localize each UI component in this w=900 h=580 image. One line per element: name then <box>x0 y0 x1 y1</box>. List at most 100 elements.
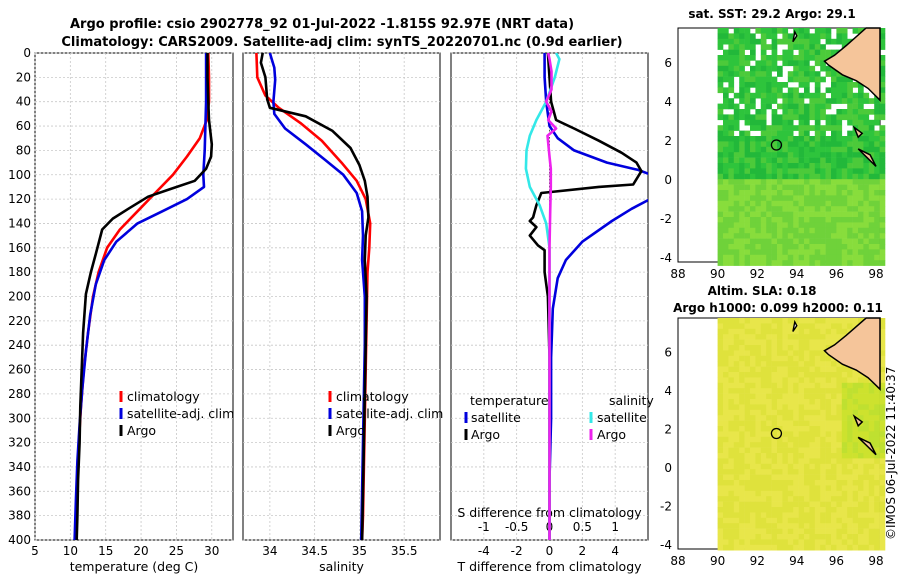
data-cell <box>852 173 859 180</box>
data-cell <box>771 65 778 72</box>
data-cell <box>798 442 805 448</box>
data-cell <box>874 463 880 470</box>
data-cell <box>766 426 772 432</box>
data-cell <box>739 544 745 551</box>
data-cell <box>836 233 843 239</box>
data-cell <box>777 227 783 234</box>
data-cell <box>793 409 799 416</box>
data-cell <box>723 217 729 223</box>
data-cell <box>787 361 794 367</box>
data-cell <box>755 152 762 158</box>
data-cell <box>836 92 843 99</box>
data-cell <box>868 260 875 266</box>
data-cell <box>766 141 772 148</box>
data-cell <box>831 98 837 104</box>
data-cell <box>847 173 853 180</box>
data-cell <box>777 339 783 346</box>
data-cell <box>744 409 751 416</box>
data-cell <box>750 141 756 148</box>
data-cell <box>771 168 778 175</box>
data-cell <box>825 200 832 207</box>
map-x-tick-label: 94 <box>789 267 804 281</box>
data-cell <box>820 65 826 72</box>
salinity-panel: 34 34.5 35 35.5salinityclimatologysatellite… <box>242 52 443 574</box>
data-cell <box>798 339 805 346</box>
data-cell <box>841 28 848 34</box>
data-cell <box>777 415 783 421</box>
data-cell <box>814 496 821 502</box>
x-axis-label: temperature (deg C) <box>70 559 199 574</box>
data-cell <box>879 217 886 223</box>
data-cell <box>831 190 837 196</box>
data-cell <box>825 168 832 175</box>
data-cell <box>793 222 799 229</box>
data-cell <box>744 136 751 142</box>
data-cell <box>733 463 740 470</box>
data-cell <box>739 404 745 411</box>
data-cell <box>766 227 772 234</box>
data-cell <box>847 179 853 185</box>
data-cell <box>852 141 859 148</box>
data-cell <box>744 469 751 475</box>
data-cell <box>793 190 799 196</box>
data-cell <box>831 114 837 121</box>
data-cell <box>782 366 789 373</box>
data-cell <box>836 512 843 519</box>
data-cell <box>750 517 756 524</box>
data-cell <box>814 82 821 88</box>
data-cell <box>868 388 875 394</box>
data-cell <box>836 157 843 164</box>
data-cell <box>852 377 859 384</box>
data-cell <box>766 173 772 180</box>
data-cell <box>760 393 767 400</box>
data-cell <box>723 431 729 438</box>
data-cell <box>814 442 821 448</box>
data-cell <box>755 200 762 207</box>
data-cell <box>798 238 805 245</box>
data-cell <box>744 361 751 367</box>
data-cell <box>852 544 859 551</box>
data-cell <box>831 125 837 131</box>
data-cell <box>733 339 740 346</box>
data-cell <box>771 233 778 239</box>
data-cell <box>755 217 762 223</box>
data-cell <box>717 125 724 131</box>
data-cell <box>868 238 875 245</box>
data-cell <box>717 254 724 261</box>
data-cell <box>814 361 821 367</box>
data-cell <box>841 200 848 207</box>
data-cell <box>733 442 740 448</box>
data-cell <box>771 136 778 142</box>
data-cell <box>798 469 805 475</box>
data-cell <box>836 453 843 459</box>
y-tick-label: 60 <box>16 119 31 133</box>
data-cell <box>879 415 886 421</box>
data-cell <box>723 539 729 546</box>
series-line-salinity-argo <box>544 53 558 540</box>
data-cell <box>836 388 843 394</box>
data-cell <box>874 249 880 256</box>
data-cell <box>879 328 886 335</box>
data-cell <box>766 222 772 229</box>
data-cell <box>739 152 745 158</box>
map-x-tick-label: 92 <box>750 267 765 281</box>
data-cell <box>760 480 767 486</box>
data-cell <box>750 431 756 438</box>
data-cell <box>825 507 832 513</box>
data-cell <box>777 328 783 335</box>
data-cell <box>868 539 875 546</box>
data-cell <box>717 458 724 465</box>
data-cell <box>825 195 832 202</box>
data-cell <box>798 544 805 551</box>
data-cell <box>798 254 805 261</box>
data-cell <box>809 98 816 104</box>
data-cell <box>787 512 794 519</box>
map-y-tick-label: 4 <box>664 384 672 398</box>
data-cell <box>728 528 735 535</box>
data-cell <box>744 544 751 551</box>
data-cell <box>798 119 805 126</box>
data-cell <box>739 184 745 191</box>
data-cell <box>804 544 810 551</box>
data-cell <box>777 539 783 546</box>
